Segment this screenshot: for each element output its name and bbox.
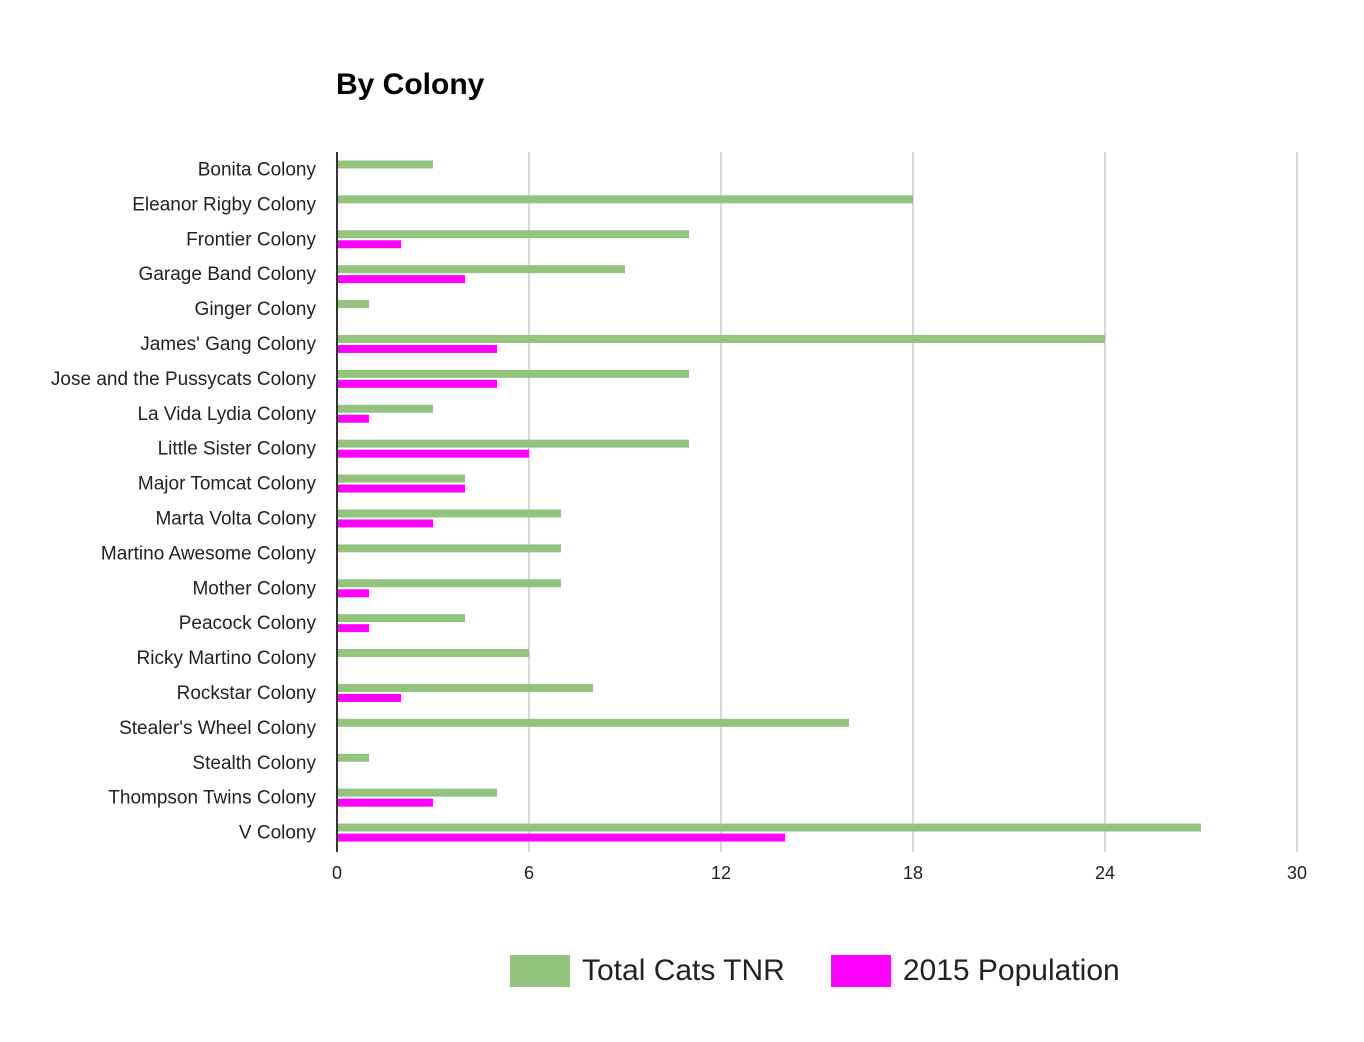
y-category-label: Martino Awesome Colony xyxy=(101,543,317,564)
y-category-label: James' Gang Colony xyxy=(140,334,316,355)
x-tick-label: 0 xyxy=(332,863,342,883)
y-category-label: Rockstar Colony xyxy=(177,683,317,704)
y-category-label: Garage Band Colony xyxy=(139,264,317,285)
y-category-label: Ricky Martino Colony xyxy=(137,648,317,669)
bar-2015-population xyxy=(337,833,785,842)
legend-item: Total Cats TNR xyxy=(510,954,785,988)
y-category-label: La Vida Lydia Colony xyxy=(137,404,316,425)
legend-label: 2015 Population xyxy=(902,954,1120,987)
y-category-label: Ginger Colony xyxy=(195,299,317,320)
y-category-label: Eleanor Rigby Colony xyxy=(132,194,316,215)
x-tick-label: 6 xyxy=(524,863,534,883)
x-tick-label: 24 xyxy=(1095,863,1115,883)
bar-total-cats-tnr xyxy=(337,718,849,727)
bar-total-cats-tnr xyxy=(337,300,369,309)
bar-2015-population xyxy=(337,449,529,458)
bar-total-cats-tnr xyxy=(337,195,913,204)
legend-item: 2015 Population xyxy=(830,954,1120,988)
bar-total-cats-tnr xyxy=(337,404,433,413)
bar-total-cats-tnr xyxy=(337,649,529,658)
bar-total-cats-tnr xyxy=(337,614,465,623)
bar-2015-population xyxy=(337,624,369,633)
bar-total-cats-tnr xyxy=(337,265,625,274)
bar-total-cats-tnr xyxy=(337,823,1201,832)
y-category-label: Jose and the Pussycats Colony xyxy=(51,369,317,390)
y-category-label: Stealth Colony xyxy=(192,753,316,774)
bar-2015-population xyxy=(337,344,497,353)
x-tick-label: 18 xyxy=(903,863,923,883)
x-tick-label: 30 xyxy=(1287,863,1307,883)
chart-title: By Colony xyxy=(336,68,485,101)
bar-2015-population xyxy=(337,379,497,388)
bar-total-cats-tnr xyxy=(337,369,689,378)
y-category-label: Bonita Colony xyxy=(198,159,317,180)
bar-total-cats-tnr xyxy=(337,230,689,239)
y-category-label: Stealer's Wheel Colony xyxy=(119,718,316,739)
y-category-label: Mother Colony xyxy=(192,578,316,599)
y-category-label: Little Sister Colony xyxy=(158,439,317,460)
bar-total-cats-tnr xyxy=(337,439,689,448)
chart-legend: Total Cats TNR 2015 Population xyxy=(510,954,1166,988)
bar-total-cats-tnr xyxy=(337,334,1105,343)
bar-total-cats-tnr xyxy=(337,788,497,797)
y-category-label: Frontier Colony xyxy=(186,229,316,250)
y-category-label: Marta Volta Colony xyxy=(155,508,316,529)
legend-swatch xyxy=(510,955,570,987)
bar-2015-population xyxy=(337,240,401,249)
y-category-label: Thompson Twins Colony xyxy=(108,788,316,809)
bar-total-cats-tnr xyxy=(337,509,561,518)
legend-label: Total Cats TNR xyxy=(582,954,785,987)
bar-2015-population xyxy=(337,589,369,598)
bar-2015-population xyxy=(337,275,465,284)
bar-total-cats-tnr xyxy=(337,474,465,483)
bar-total-cats-tnr xyxy=(337,160,433,169)
bar-2015-population xyxy=(337,693,401,702)
bar-total-cats-tnr xyxy=(337,683,593,692)
bar-2015-population xyxy=(337,798,433,807)
bar-2015-population xyxy=(337,484,465,493)
y-category-label: Major Tomcat Colony xyxy=(138,474,317,495)
bar-total-cats-tnr xyxy=(337,544,561,553)
bar-2015-population xyxy=(337,519,433,528)
bar-total-cats-tnr xyxy=(337,579,561,588)
y-category-label: Peacock Colony xyxy=(179,613,317,634)
bar-total-cats-tnr xyxy=(337,753,369,762)
legend-swatch xyxy=(830,955,891,987)
y-category-label: V Colony xyxy=(239,823,317,844)
x-tick-label: 12 xyxy=(711,863,731,883)
bar-2015-population xyxy=(337,414,369,423)
